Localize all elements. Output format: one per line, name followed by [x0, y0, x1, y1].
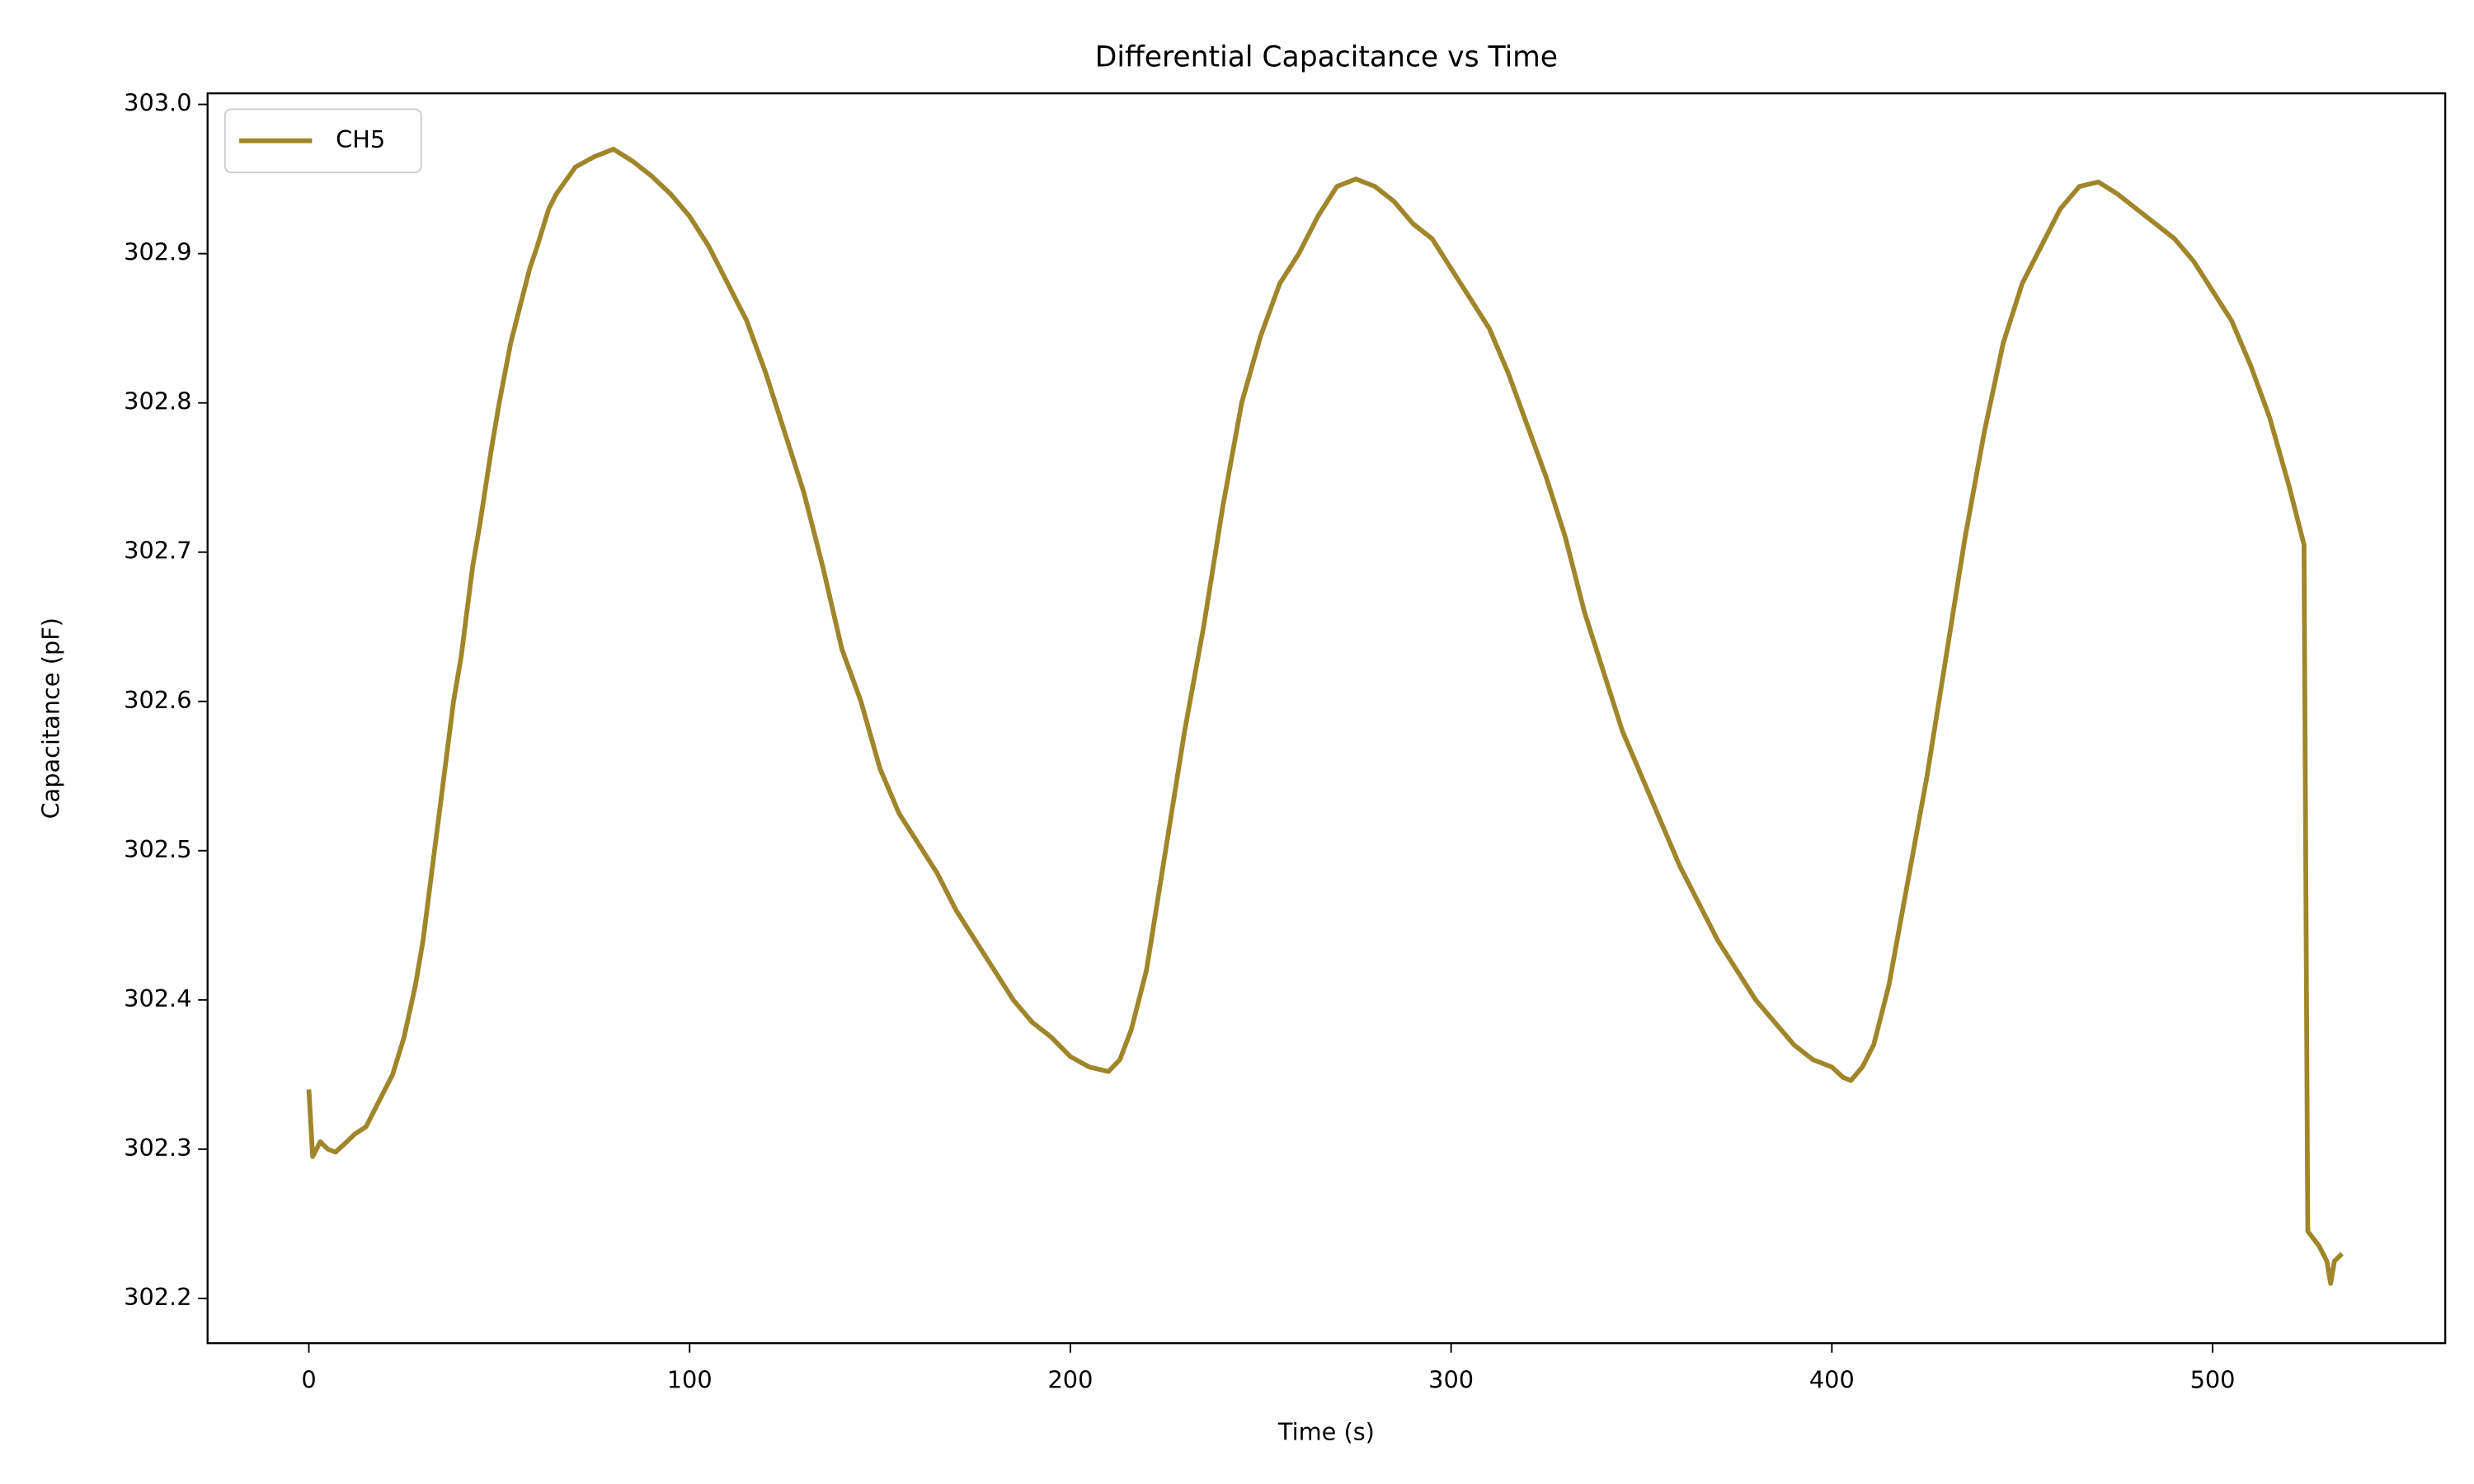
y-tick-label: 302.6: [124, 686, 191, 714]
chart-title: Differential Capacitance vs Time: [1095, 41, 1558, 74]
data-line: [306, 147, 2345, 1286]
x-tick-label: 500: [2190, 1365, 2236, 1393]
x-tick-label: 100: [667, 1365, 713, 1393]
legend-box: [223, 108, 422, 174]
plot-frame: [206, 92, 2447, 1345]
y-tick-label: 303.0: [124, 89, 191, 117]
x-tick-label: 300: [1428, 1365, 1474, 1393]
y-axis-label: Capacitance (pF): [37, 618, 65, 819]
x-tick-label: 400: [1809, 1365, 1855, 1393]
y-tick-label: 302.8: [124, 387, 191, 416]
y-tick-label: 302.5: [124, 835, 191, 863]
y-tick-label: 302.4: [124, 984, 191, 1012]
x-tick-label: 0: [301, 1365, 316, 1393]
y-tick-label: 302.7: [124, 537, 191, 565]
legend-label: CH5: [336, 125, 385, 153]
x-tick-label: 200: [1047, 1365, 1093, 1393]
y-tick-label: 302.9: [124, 238, 191, 266]
y-tick-label: 302.3: [124, 1134, 191, 1162]
y-tick-label: 302.2: [124, 1283, 191, 1311]
x-axis-label: Time (s): [1277, 1418, 1375, 1446]
